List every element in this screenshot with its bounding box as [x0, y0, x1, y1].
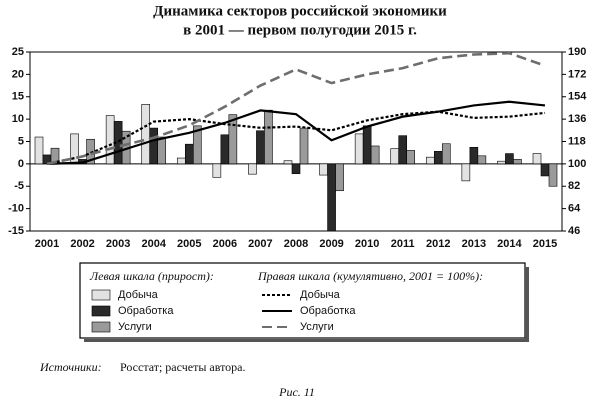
- y2-tick-label: 154: [568, 91, 587, 103]
- bar: [176, 157, 186, 165]
- legend-label: Обработка: [118, 305, 174, 317]
- bar: [398, 135, 408, 165]
- bar: [299, 127, 309, 165]
- y-tick-label: -5: [14, 180, 24, 192]
- x-tick-label: 2013: [462, 238, 486, 250]
- bar: [86, 138, 95, 165]
- legend-shadow: [84, 339, 529, 342]
- y2-tick-label: 64: [568, 203, 581, 215]
- x-tick-label: 2003: [106, 238, 130, 250]
- bar: [220, 134, 230, 165]
- y-tick-label: -10: [8, 203, 24, 215]
- legend-label: Добыча: [300, 289, 341, 301]
- bar: [513, 159, 522, 165]
- y2-tick-label: 172: [568, 68, 586, 80]
- line: [46, 110, 546, 165]
- bar: [540, 163, 550, 177]
- legend-label: Услуги: [300, 321, 334, 333]
- bar: [441, 143, 451, 165]
- bar: [461, 163, 471, 182]
- bar: [192, 125, 202, 165]
- legend-label: Услуги: [118, 321, 152, 333]
- bar: [264, 109, 273, 165]
- x-tick-label: 2005: [177, 238, 201, 250]
- y-tick-label: -15: [8, 225, 24, 237]
- bar: [477, 155, 487, 165]
- legend-label: Обработка: [300, 305, 356, 317]
- legend-shadow: [525, 267, 529, 342]
- chart-title: в 2001 — первом полугодии 2015 г.: [183, 22, 417, 38]
- y2-tick-label: 136: [568, 113, 586, 125]
- y-tick-label: 25: [12, 46, 24, 58]
- source-text: Росстат; расчеты автора.: [120, 360, 246, 374]
- bar: [291, 163, 301, 175]
- bar: [425, 156, 435, 165]
- line: [46, 51, 546, 166]
- bar: [390, 148, 400, 165]
- y2-tick-label: 100: [568, 158, 586, 170]
- x-tick-label: 2015: [533, 238, 557, 250]
- y2-tick-label: 190: [568, 46, 586, 58]
- bar: [157, 136, 167, 165]
- y2-tick-label: 118: [568, 135, 586, 147]
- y-tick-label: 15: [12, 91, 24, 103]
- y-tick-label: 0: [18, 158, 24, 170]
- bar: [327, 163, 336, 232]
- bar: [370, 145, 380, 165]
- x-tick-label: 2014: [497, 238, 522, 250]
- bar: [497, 160, 506, 165]
- y-tick-label: 20: [12, 68, 24, 80]
- chart-title: Динамика секторов российской экономики: [153, 3, 447, 19]
- x-tick-label: 2006: [213, 238, 237, 250]
- bar: [212, 163, 222, 178]
- y2-tick-label: 46: [568, 225, 580, 237]
- y2-tick-label: 82: [568, 180, 580, 192]
- bar: [141, 104, 151, 165]
- bar: [548, 163, 558, 187]
- legend-swatch: [91, 321, 111, 333]
- x-tick-label: 2011: [391, 238, 415, 250]
- bar: [532, 153, 542, 165]
- source-label: Источники:: [39, 360, 102, 374]
- bar: [406, 150, 416, 165]
- bar: [228, 114, 238, 165]
- bar: [354, 133, 364, 165]
- x-tick-label: 2010: [355, 238, 379, 250]
- bar: [149, 127, 159, 165]
- bar: [433, 151, 443, 165]
- caption: Рис. 11: [278, 385, 315, 399]
- line: [46, 100, 546, 165]
- bar: [34, 136, 44, 165]
- x-tick-label: 2007: [248, 238, 272, 250]
- y-tick-label: 10: [12, 113, 24, 125]
- x-tick-label: 2002: [70, 238, 94, 250]
- bar: [248, 163, 257, 175]
- legend-swatch: [91, 289, 111, 301]
- bar: [335, 163, 344, 192]
- y-tick-label: 5: [18, 135, 24, 147]
- x-tick-label: 2008: [284, 238, 308, 250]
- bar: [184, 143, 194, 165]
- bar: [469, 147, 479, 165]
- bar: [105, 115, 115, 165]
- legend-label: Добыча: [118, 289, 159, 301]
- legend-swatch: [91, 305, 111, 317]
- bar: [283, 160, 293, 165]
- legend-title: Левая шкала (прирост):: [89, 269, 214, 283]
- bar: [505, 153, 514, 165]
- bar: [256, 130, 265, 165]
- bar: [362, 125, 372, 165]
- x-tick-label: 2009: [319, 238, 343, 250]
- bar: [319, 163, 328, 176]
- legend-title: Правая шкала (кумулятивно, 2001 = 100%):: [257, 269, 483, 283]
- x-tick-label: 2004: [141, 238, 166, 250]
- x-tick-label: 2012: [426, 238, 450, 250]
- x-tick-label: 2001: [35, 238, 59, 250]
